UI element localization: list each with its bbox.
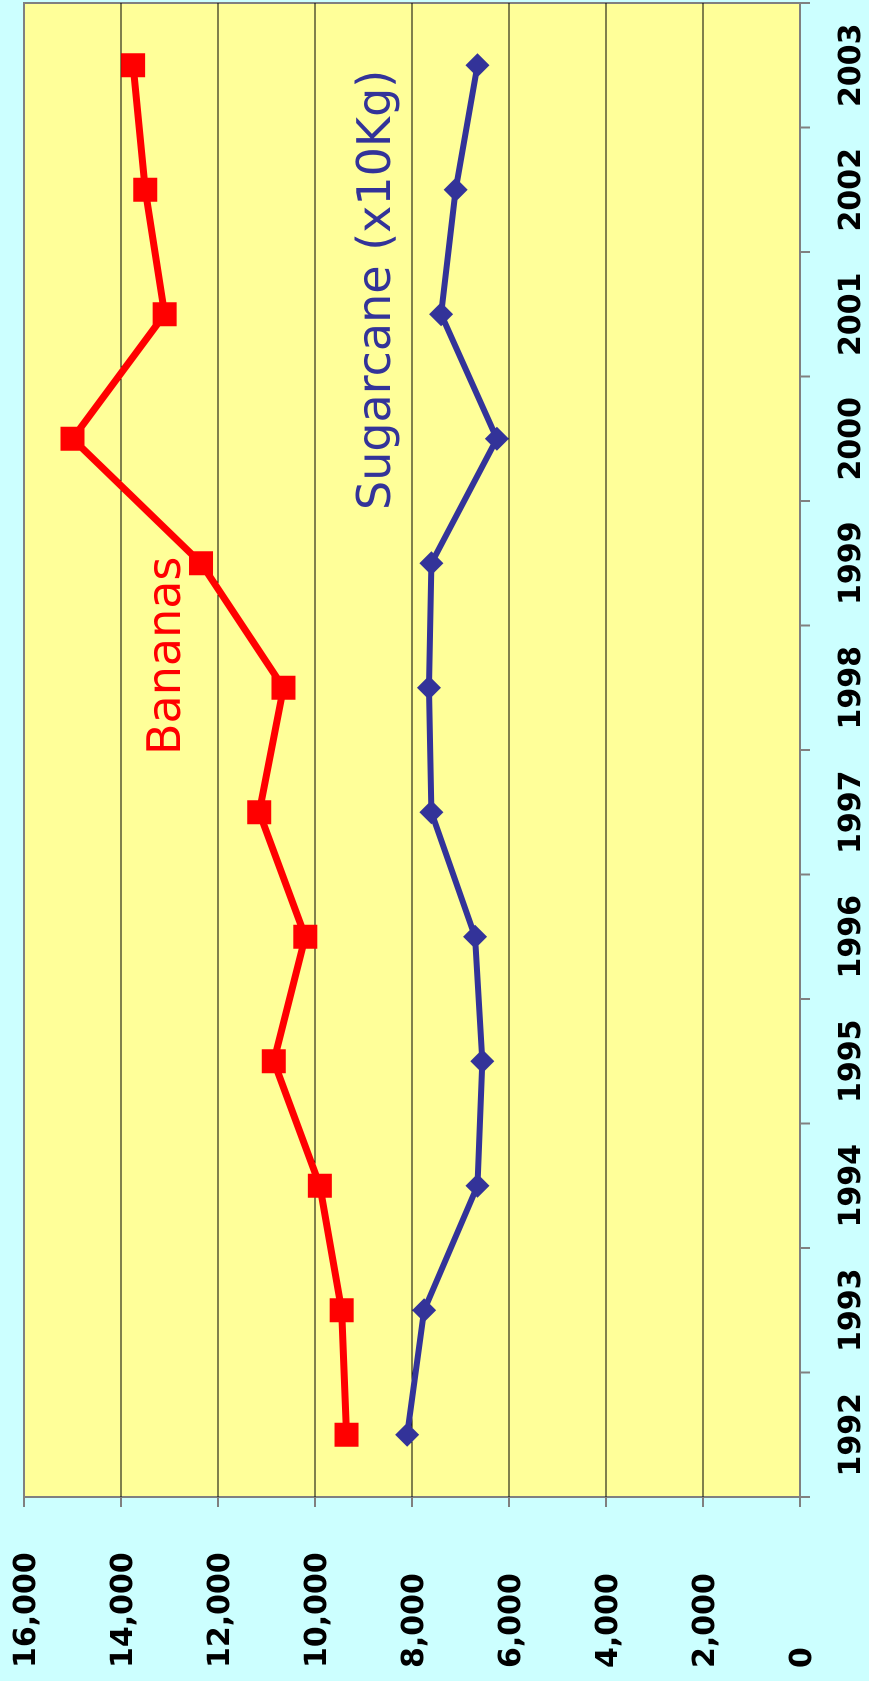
category-tick-label: 2003	[833, 24, 868, 108]
data-point	[470, 1049, 495, 1074]
value-tick-label: 10,000	[299, 1552, 334, 1668]
value-tick-label: 6,000	[493, 1573, 528, 1668]
category-tick-label: 1995	[833, 1020, 868, 1104]
data-point	[443, 177, 468, 202]
data-point	[463, 924, 488, 949]
category-tick-label: 1999	[833, 522, 868, 606]
data-point	[133, 177, 158, 202]
category-tick-label: 1994	[833, 1144, 868, 1228]
data-point	[412, 1298, 437, 1323]
category-tick-label: 1996	[833, 895, 868, 979]
category-tick-label: 2001	[833, 273, 868, 357]
data-point	[419, 800, 444, 825]
series-line	[69, 64, 351, 1435]
gridlines	[120, 3, 704, 1497]
data-point	[484, 426, 509, 451]
data-point	[465, 1173, 490, 1198]
data-point	[465, 53, 490, 78]
value-tick-label: 8,000	[396, 1573, 431, 1668]
series-label: Bananas	[137, 557, 191, 755]
data-point	[60, 426, 85, 451]
data-point	[307, 1173, 332, 1198]
series-labels: Bananas Sugarcane (x10Kg)	[137, 70, 401, 755]
category-tick-label: 1997	[833, 771, 868, 855]
value-tick-label: 2,000	[687, 1573, 722, 1668]
data-point	[189, 551, 214, 576]
value-tick-label: 14,000	[105, 1552, 140, 1668]
category-tick-label: 2000	[833, 397, 868, 481]
series-layer	[60, 53, 509, 1447]
value-tick-label: 16,000	[8, 1552, 43, 1668]
data-point	[334, 1422, 359, 1447]
data-point	[261, 1049, 286, 1074]
data-point	[152, 302, 177, 327]
axes	[23, 2, 810, 1507]
data-point	[271, 675, 296, 700]
tick-labels: 0 2,000 4,000 6,000 8,000 10,000 12,000 14,000 1…	[8, 24, 868, 1669]
category-tick-label: 1993	[833, 1269, 868, 1353]
series-line	[404, 64, 500, 1436]
value-tick-label: 4,000	[590, 1573, 625, 1668]
category-tick-label: 2002	[833, 148, 868, 232]
data-point	[429, 302, 454, 327]
data-point	[329, 1298, 354, 1323]
data-point	[121, 53, 146, 78]
category-tick-label: 1998	[833, 646, 868, 730]
data-point	[419, 551, 444, 576]
data-point	[247, 800, 272, 825]
value-tick-label: 12,000	[202, 1552, 237, 1668]
category-tick-label: 1992	[833, 1393, 868, 1477]
series-label: Sugarcane (x10Kg)	[347, 70, 401, 510]
value-tick-label: 0	[784, 1647, 819, 1668]
data-point	[416, 675, 441, 700]
data-point	[293, 924, 318, 949]
data-point	[395, 1422, 420, 1447]
